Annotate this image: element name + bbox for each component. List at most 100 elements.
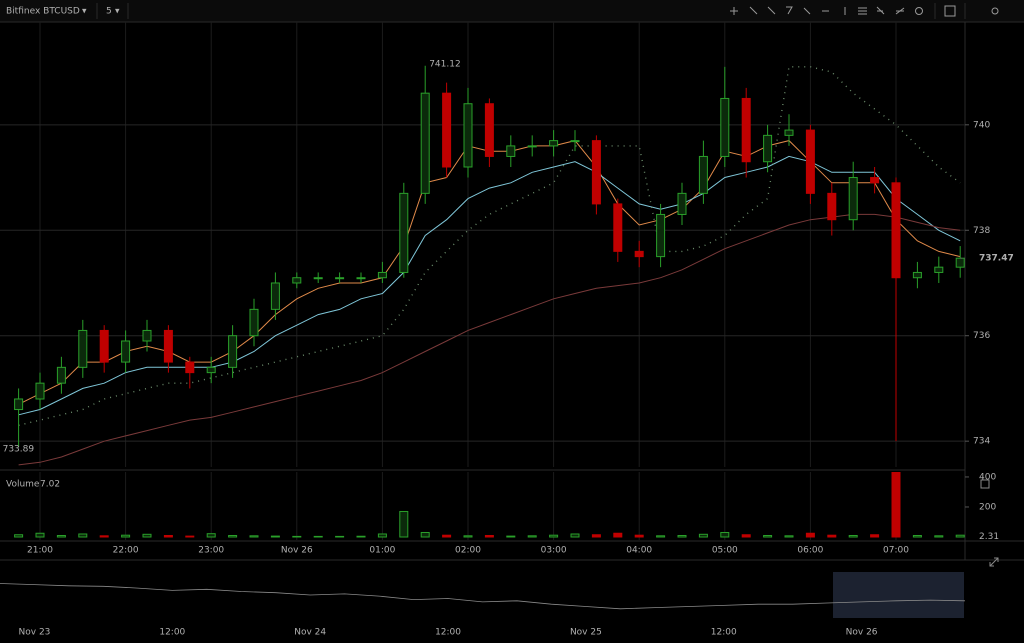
candle-body xyxy=(934,266,944,273)
settings[interactable] xyxy=(991,7,999,15)
candle-body xyxy=(335,277,345,280)
tool-circle[interactable] xyxy=(915,7,923,15)
navigator-window[interactable] xyxy=(833,572,964,618)
tool-gann[interactable] xyxy=(895,7,905,15)
x-tick-label: 04:00 xyxy=(626,546,652,556)
candle-body xyxy=(741,97,751,163)
candle-body xyxy=(463,103,473,168)
drawing-tools xyxy=(730,5,999,17)
candle-body xyxy=(14,398,24,411)
candle-body xyxy=(270,282,280,310)
tool-arrow[interactable] xyxy=(803,7,811,15)
candle-body xyxy=(442,92,452,168)
tool-fib[interactable] xyxy=(786,6,793,15)
volume-bar xyxy=(14,534,24,538)
volume-bar xyxy=(56,534,66,538)
candle-body xyxy=(784,129,794,136)
candle-body xyxy=(142,329,152,342)
symbol[interactable]: Bitfinex BTCUSD xyxy=(6,7,80,17)
tool-pitchfork[interactable] xyxy=(876,6,885,15)
candle-body xyxy=(377,271,387,279)
expand[interactable] xyxy=(989,557,999,567)
candle-body xyxy=(570,140,580,143)
x-tick-label: 06:00 xyxy=(797,546,823,556)
volume-bar xyxy=(870,534,880,538)
volume-bar xyxy=(955,534,965,538)
close-pane[interactable] xyxy=(980,479,990,489)
indicator-line xyxy=(18,213,961,466)
candle-body xyxy=(613,203,623,252)
candle-body xyxy=(228,335,238,368)
candle-body xyxy=(249,308,259,337)
volume-bar xyxy=(741,534,751,538)
volume-bar xyxy=(805,532,815,538)
tool-ray[interactable] xyxy=(767,6,776,15)
volume-bar xyxy=(784,535,794,538)
volume-label: Volume xyxy=(6,480,40,490)
volume-bar xyxy=(912,534,922,538)
candle-body xyxy=(163,329,173,363)
volume-bar xyxy=(420,531,430,538)
volume-bar xyxy=(848,534,858,538)
volume-bar xyxy=(356,535,366,538)
price-pane xyxy=(0,22,965,467)
candle-body xyxy=(698,155,708,194)
candle-body xyxy=(656,213,666,258)
volume-bar xyxy=(720,531,730,538)
tool-line[interactable] xyxy=(749,6,758,15)
candle-body xyxy=(634,250,644,258)
volume-bar xyxy=(763,534,773,538)
y-tick-label: 736 xyxy=(973,331,990,341)
candle-body xyxy=(805,129,815,194)
tool-cross[interactable] xyxy=(730,7,738,15)
tool-channel[interactable] xyxy=(858,7,867,15)
volume-bar xyxy=(463,535,473,538)
interval-caret[interactable]: ▾ xyxy=(115,7,120,17)
navigator-label: 12:00 xyxy=(711,628,737,638)
x-tick-label: 05:00 xyxy=(712,546,738,556)
volume-bar xyxy=(249,535,259,538)
candle-body xyxy=(356,277,366,280)
candle-body xyxy=(185,361,195,374)
volume-bar xyxy=(613,532,623,538)
x-tick-label: 02:00 xyxy=(455,546,481,556)
candle-body xyxy=(912,271,922,279)
last-price-label: 737.47 xyxy=(979,254,1014,264)
volume-bar xyxy=(206,533,216,538)
volume-bar xyxy=(228,534,238,538)
volume-bar xyxy=(570,533,580,538)
candle-body xyxy=(35,382,45,400)
indicator-line xyxy=(18,140,961,405)
volume-bar xyxy=(163,534,173,538)
candle-body xyxy=(78,329,88,368)
y-tick-label: 200 xyxy=(979,502,996,512)
navigator-label: Nov 23 xyxy=(19,628,51,638)
navigator-line xyxy=(0,583,966,610)
volume-bar xyxy=(891,472,901,538)
candle-body xyxy=(420,92,430,194)
volume-bar xyxy=(549,534,559,538)
candle-body xyxy=(56,366,66,384)
y-tick-label: 734 xyxy=(973,437,990,447)
candle-body xyxy=(313,277,323,280)
indicator-line xyxy=(18,155,961,416)
volume-bar xyxy=(677,534,687,538)
tool-indicators[interactable] xyxy=(944,5,956,17)
candle-body xyxy=(206,366,216,374)
candle-body xyxy=(827,192,837,221)
interval[interactable]: 5 xyxy=(106,7,112,17)
candle-body xyxy=(121,340,131,363)
x-tick-label: 03:00 xyxy=(541,546,567,556)
y-tick-label: 738 xyxy=(973,226,990,236)
candle-body xyxy=(870,177,880,184)
volume-bar xyxy=(313,535,323,538)
candle-body xyxy=(99,329,109,363)
volume-bar xyxy=(656,535,666,538)
volume-bar xyxy=(121,534,131,538)
candle-body xyxy=(891,182,901,279)
candle-body xyxy=(677,192,687,215)
symbol-caret[interactable]: ▾ xyxy=(82,7,87,17)
x-tick-label: 23:00 xyxy=(198,546,224,556)
volume-bar xyxy=(35,532,45,538)
